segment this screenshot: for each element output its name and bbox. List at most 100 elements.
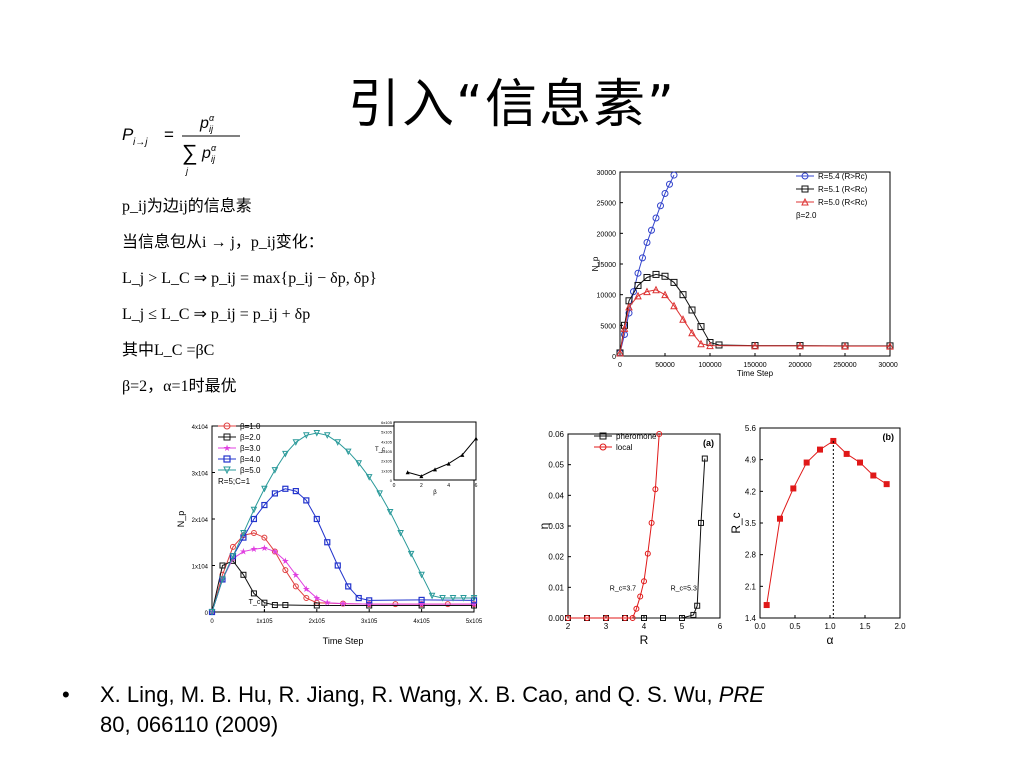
inset-point (460, 452, 465, 457)
data-point (250, 590, 257, 597)
data-point (857, 459, 863, 466)
formula-line-6: β=2，α=1时最优 (122, 378, 237, 395)
data-point (634, 281, 642, 289)
data-point (643, 273, 651, 281)
data-point (706, 341, 714, 350)
data-point (688, 328, 696, 337)
y-tick-label: 15000 (597, 262, 617, 269)
legend-label: β=4.0 (240, 455, 261, 464)
legend-swatch-marker (223, 422, 231, 430)
inset-y-tick-label: 5x105 (381, 430, 393, 435)
svg-text:ij: ij (211, 154, 216, 164)
x-tick-label: 2x105 (309, 619, 326, 625)
reference-journal: PRE (718, 682, 764, 707)
data-point (661, 290, 669, 299)
data-point (777, 515, 783, 522)
x-axis-label: Time Step (737, 369, 774, 378)
data-point (796, 341, 804, 350)
data-point (418, 571, 425, 579)
data-point (634, 269, 642, 277)
y-axis-label: N_p (176, 511, 186, 528)
inset-x-label: β (433, 490, 437, 496)
x-tick-label: 2 (566, 622, 571, 631)
data-point (616, 348, 624, 357)
data-point (643, 239, 651, 247)
data-point (641, 578, 647, 585)
data-point (271, 490, 278, 497)
x-tick-label: 5x105 (466, 619, 483, 625)
data-point (250, 515, 258, 523)
y-tick-label: 5.6 (745, 424, 757, 433)
data-point (355, 460, 363, 467)
data-point (697, 339, 705, 348)
inset-point (405, 470, 410, 475)
inset-x-tick-label: 0 (393, 483, 396, 489)
inset-y-label: T_c (375, 447, 385, 453)
x-tick-label: 4x105 (413, 619, 430, 625)
data-point (644, 550, 651, 557)
data-point (690, 611, 697, 618)
chart-panel-a: 2 3 4 5 6 0.00 0.01 0.02 0.03 0.04 0.05 0.06 Rη phero… (536, 420, 732, 652)
series-line (619, 273, 890, 354)
data-point (648, 226, 655, 234)
data-point (751, 341, 759, 350)
y-tick-label: 0.01 (548, 583, 564, 592)
y-tick-label: 0 (612, 354, 616, 361)
y-tick-label: 1.4 (745, 614, 757, 623)
y-tick-label: 0.06 (548, 430, 564, 439)
data-point (843, 450, 850, 457)
panel-label: (b) (883, 432, 895, 442)
legend-label: R=5.4 (R>Rc) (818, 172, 868, 181)
svg-text:α: α (209, 113, 215, 123)
data-point (282, 485, 289, 492)
data-point (323, 432, 331, 439)
y-tick-label: 20000 (597, 231, 617, 238)
x-tick-label: 4 (642, 622, 647, 631)
data-point (633, 605, 640, 612)
reference-volume: 80, 066110 (2009) (100, 712, 279, 737)
data-point (313, 602, 320, 609)
data-point (208, 609, 216, 616)
svg-text:p: p (201, 145, 211, 162)
data-point (366, 597, 373, 604)
series-2 (616, 285, 894, 357)
data-point: ★ (313, 593, 321, 603)
data-point (625, 302, 633, 311)
prob-den-sum: ∑ (182, 140, 198, 165)
x-axis-label: R (640, 633, 649, 647)
data-point (622, 615, 628, 621)
x-tick-label: 3 (604, 622, 609, 631)
series-line (619, 174, 675, 354)
series-line (211, 488, 475, 613)
data-point (790, 485, 797, 492)
data-point (428, 592, 436, 600)
inset-line (407, 438, 477, 477)
inset-x-tick-label: 4 (447, 483, 450, 489)
data-point: ★ (250, 544, 258, 554)
data-point (313, 515, 320, 523)
data-point (648, 519, 655, 526)
y-tick-label: 0.03 (548, 522, 564, 531)
data-point (470, 595, 478, 602)
annotation-rc-local: R_c=3.7 (610, 585, 636, 592)
reference-bullet: • (62, 682, 70, 707)
data-point (629, 615, 636, 621)
data-point (670, 171, 678, 179)
y-tick-label: 0 (205, 611, 209, 617)
x-tick-label: 1.0 (824, 622, 836, 631)
data-point (841, 342, 849, 350)
data-point (643, 287, 651, 296)
x-tick-label: 0.5 (789, 622, 801, 631)
formula-line-5: 其中L_C =βC (122, 342, 215, 359)
data-point (565, 615, 571, 621)
chart-bottom-left: 0 1x105 2x105 3x105 4x105 5x105 0 1x104 2x104 3x1… (176, 416, 486, 656)
annotation-tc: T_c (249, 599, 261, 606)
data-point (639, 254, 646, 262)
data-point (603, 615, 609, 621)
y-tick-label: 0.05 (548, 461, 564, 470)
annotation-rc-pheromone: R_c=5.3 (671, 585, 697, 592)
legend-swatch-marker (801, 197, 809, 206)
svg-text:α: α (211, 143, 217, 153)
